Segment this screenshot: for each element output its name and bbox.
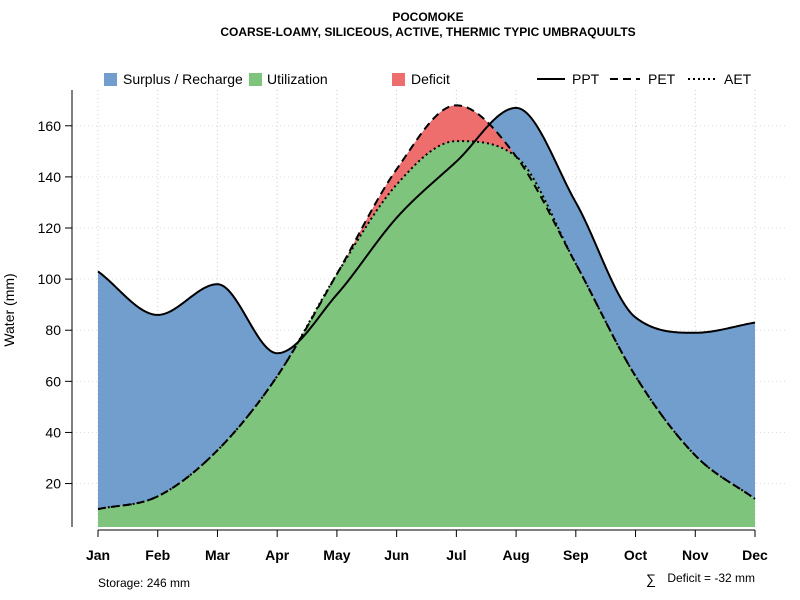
chart-title: POCOMOKE: [392, 10, 463, 24]
x-tick-label-jun: Jun: [384, 547, 409, 563]
area-layer: [98, 105, 755, 528]
y-tick-label-140: 140: [38, 169, 62, 185]
legend-label-utilization: Utilization: [267, 71, 328, 87]
legend-label-ppt: PPT: [572, 71, 600, 87]
legend-label-aet: AET: [724, 71, 752, 87]
y-tick-label-40: 40: [45, 424, 61, 440]
legend-label-deficit: Deficit: [411, 71, 450, 87]
x-tick-label-mar: Mar: [205, 547, 230, 563]
deficit-sum-symbol: ∑: [646, 571, 656, 587]
x-tick-label-aug: Aug: [502, 547, 529, 563]
y-tick-label-120: 120: [38, 220, 62, 236]
storage-annotation: Storage: 246 mm: [98, 576, 190, 590]
y-tick-label-20: 20: [45, 476, 61, 492]
legend-label-pet: PET: [648, 71, 676, 87]
ppt-line: [97, 106, 756, 355]
line-layer: [97, 104, 756, 511]
y-tick-label-160: 160: [38, 118, 62, 134]
axis-layer: 20 40 60 80 100 120 140 160 Jan Feb Mar Apr May Jun Ju…: [38, 90, 768, 563]
x-tick-label-sep: Sep: [563, 547, 589, 563]
y-tick-label-100: 100: [38, 271, 62, 287]
x-tick-label-apr: Apr: [265, 547, 290, 563]
legend: Surplus / Recharge Utilization Deficit P…: [104, 71, 752, 87]
y-tick-label-60: 60: [45, 373, 61, 389]
x-tick-label-oct: Oct: [624, 547, 648, 563]
chart-subtitle: COARSE-LOAMY, SILICEOUS, ACTIVE, THERMIC…: [220, 25, 635, 39]
legend-label-surplus: Surplus / Recharge: [123, 71, 243, 87]
legend-swatch-surplus: [104, 73, 117, 86]
legend-swatch-utilization: [249, 73, 262, 86]
legend-swatch-deficit: [392, 73, 405, 86]
y-tick-label-80: 80: [45, 322, 61, 338]
x-tick-label-dec: Dec: [742, 547, 768, 563]
x-tick-label-may: May: [323, 547, 350, 563]
utilization-area: [98, 141, 755, 528]
x-tick-label-jan: Jan: [86, 547, 110, 563]
x-tick-label-nov: Nov: [682, 547, 709, 563]
x-tick-label-feb: Feb: [145, 547, 170, 563]
aet-line: [97, 140, 756, 511]
x-tick-label-jul: Jul: [446, 547, 466, 563]
deficit-annotation: Deficit = -32 mm: [667, 571, 755, 585]
y-axis-label: Water (mm): [1, 273, 17, 346]
